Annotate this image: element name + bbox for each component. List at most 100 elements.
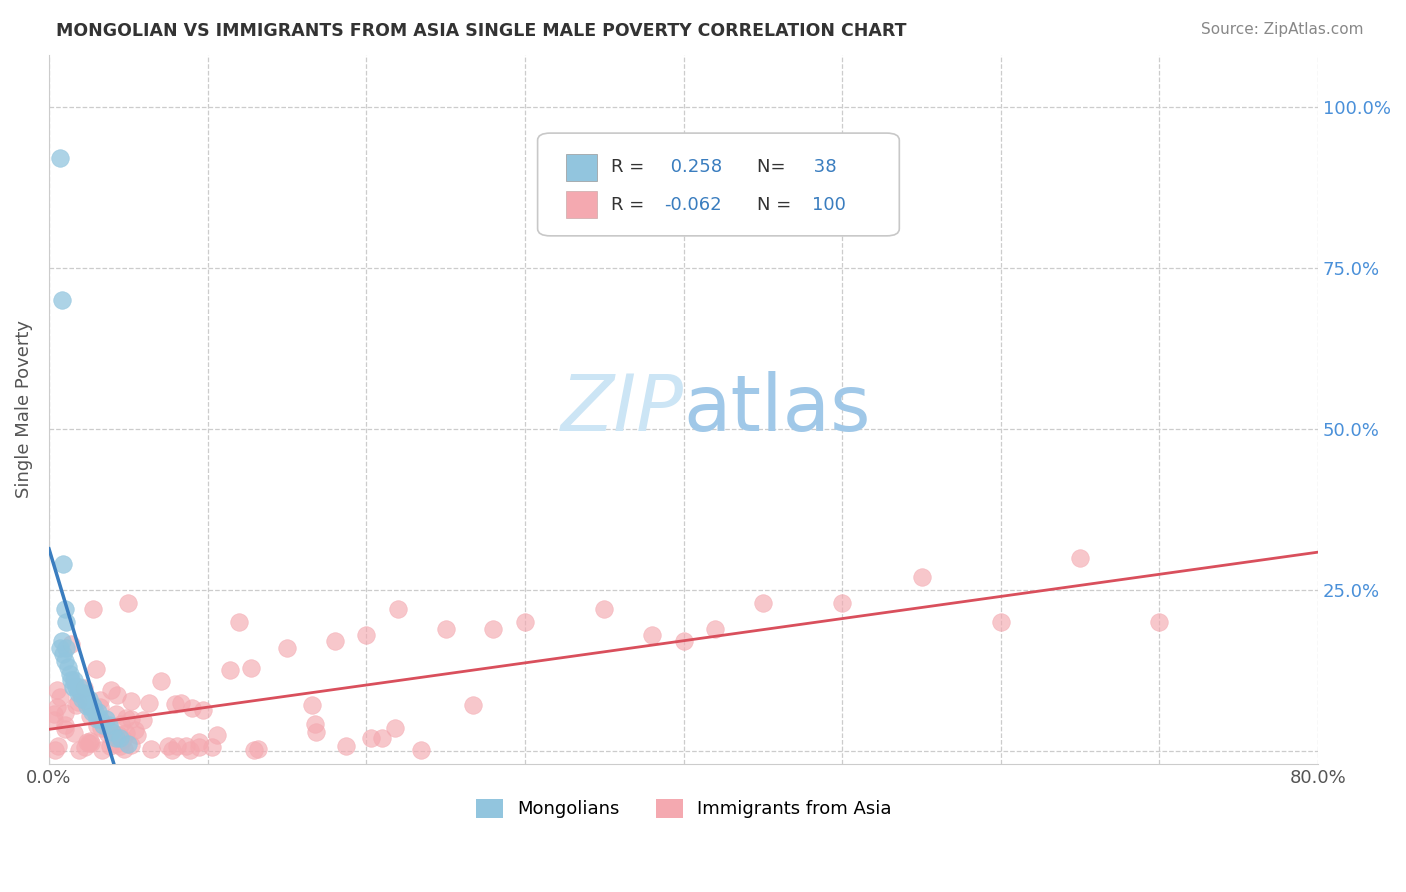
Point: [89, 712, 111, 726]
Point: [67, 742, 90, 756]
Point: [108, 739, 131, 754]
Point: [132, 713, 155, 727]
Point: [115, 711, 138, 725]
Point: [117, 738, 139, 752]
Point: [104, 707, 127, 722]
Point: [80, 736, 103, 750]
Point: [304, 717, 326, 731]
Point: [75, 692, 97, 706]
Point: [67, 695, 90, 709]
Point: [67, 680, 90, 694]
FancyBboxPatch shape: [565, 191, 598, 219]
Text: 0.258: 0.258: [665, 158, 721, 176]
Point: [52, 648, 75, 662]
Point: [107, 728, 129, 742]
Point: [910, 570, 932, 584]
Text: atlas: atlas: [683, 371, 872, 448]
Text: 38: 38: [808, 158, 837, 176]
Text: R =: R =: [612, 195, 650, 214]
Point: [120, 694, 142, 708]
Point: [831, 596, 853, 610]
Point: [138, 696, 160, 710]
Point: [63, 673, 86, 687]
Point: [52, 557, 75, 571]
Point: [160, 742, 183, 756]
Point: [149, 674, 172, 689]
Point: [94, 712, 117, 726]
Point: [86, 712, 108, 726]
Point: [49, 151, 72, 165]
Point: [69, 686, 91, 700]
Point: [89, 693, 111, 707]
Point: [53, 706, 76, 721]
Point: [91, 742, 114, 756]
Point: [104, 737, 127, 751]
Point: [73, 681, 96, 695]
Point: [97, 727, 120, 741]
Point: [335, 739, 357, 754]
Point: [482, 622, 505, 636]
Point: [242, 742, 264, 756]
Point: [42, 713, 65, 727]
Point: [205, 728, 228, 742]
Point: [46, 739, 69, 753]
Point: [84, 706, 107, 720]
Point: [76, 734, 98, 748]
Point: [80, 706, 103, 720]
Point: [55, 640, 77, 655]
Point: [65, 680, 87, 694]
Point: [101, 724, 124, 739]
Point: [371, 731, 394, 746]
Point: [200, 739, 222, 754]
Point: [84, 662, 107, 676]
Point: [82, 602, 104, 616]
Point: [1149, 615, 1171, 629]
Point: [56, 660, 79, 674]
Point: [174, 739, 197, 753]
Point: [111, 732, 134, 747]
Point: [228, 615, 250, 629]
Point: [90, 722, 112, 736]
Point: [53, 718, 76, 732]
Point: [98, 718, 121, 732]
Point: [641, 628, 664, 642]
Point: [73, 739, 96, 754]
Point: [356, 628, 378, 642]
Text: 100: 100: [811, 195, 845, 214]
FancyBboxPatch shape: [537, 133, 900, 235]
Point: [98, 739, 121, 753]
FancyBboxPatch shape: [565, 153, 598, 180]
Point: [53, 602, 76, 616]
Text: R =: R =: [612, 158, 650, 176]
Point: [301, 698, 323, 712]
Point: [79, 734, 101, 748]
Text: MONGOLIAN VS IMMIGRANTS FROM ASIA SINGLE MALE POVERTY CORRELATION CHART: MONGOLIAN VS IMMIGRANTS FROM ASIA SINGLE…: [56, 22, 907, 40]
Point: [53, 723, 76, 737]
Point: [752, 596, 775, 610]
Point: [62, 680, 84, 694]
Point: [60, 673, 83, 687]
Point: [51, 634, 73, 648]
Point: [112, 742, 135, 756]
Point: [139, 742, 162, 756]
Point: [117, 596, 139, 610]
Point: [1069, 550, 1091, 565]
Point: [97, 722, 120, 736]
Point: [115, 726, 138, 740]
Text: Source: ZipAtlas.com: Source: ZipAtlas.com: [1201, 22, 1364, 37]
Point: [42, 707, 65, 722]
Point: [110, 716, 132, 731]
Point: [63, 726, 86, 740]
Point: [89, 699, 111, 714]
Point: [593, 602, 616, 616]
Point: [360, 731, 382, 745]
Point: [323, 634, 346, 648]
Point: [76, 698, 98, 713]
Point: [990, 615, 1012, 629]
Text: N =: N =: [758, 195, 797, 214]
Point: [127, 728, 149, 742]
Legend: Mongolians, Immigrants from Asia: Mongolians, Immigrants from Asia: [468, 792, 898, 826]
Point: [108, 728, 131, 742]
Point: [188, 734, 211, 748]
Point: [48, 690, 70, 704]
